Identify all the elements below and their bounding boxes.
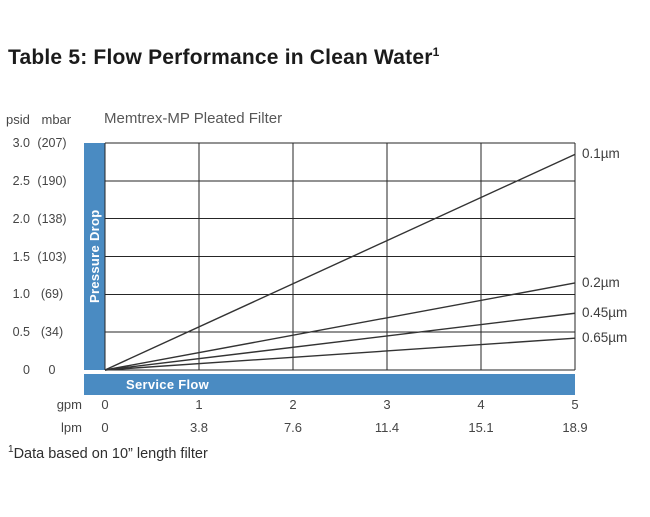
page-title-text: Table 5: Flow Performance in Clean Water <box>8 46 433 69</box>
service-flow-bar: Service Flow <box>84 374 575 395</box>
x-tick-gpm: 1 <box>195 397 203 412</box>
y-tick-mbar: (69) <box>40 287 64 302</box>
gpm-row-label: gpm <box>56 397 82 412</box>
y-tick-psid: 3.0 <box>12 136 30 150</box>
y-tick-mbar: (207) <box>37 136 67 150</box>
footnote: 1Data based on 10” length filter <box>8 444 208 462</box>
plot-area <box>104 142 576 371</box>
y-tick-psid: 0.5 <box>12 325 30 340</box>
y-tick-psid: 1.0 <box>12 287 30 302</box>
chart-title: Memtrex-MP Pleated Filter <box>104 110 283 127</box>
footnote-text: Data based on 10” length filter <box>13 445 208 462</box>
x-tick-lpm: 18.9 <box>562 420 588 435</box>
service-flow-label: Service Flow <box>126 377 210 392</box>
y-tick-mbar: 0 <box>48 363 56 377</box>
pressure-drop-bar: Pressure Drop <box>84 143 105 370</box>
title-superscript: 1 <box>432 45 440 59</box>
x-tick-gpm: 3 <box>383 397 391 412</box>
x-tick-lpm: 3.8 <box>189 420 209 435</box>
y-axis-units-header: psid mbar <box>6 112 71 127</box>
y-tick-psid: 0 <box>23 363 30 377</box>
x-tick-gpm: 5 <box>571 397 579 412</box>
x-tick-gpm: 2 <box>289 397 297 412</box>
y-tick-mbar: (138) <box>37 211 67 226</box>
series-line-0.2µm <box>104 282 576 371</box>
lpm-row-label: lpm <box>61 420 82 435</box>
series-label-0.45µm: 0.45µm <box>582 305 628 321</box>
x-tick-lpm: 11.4 <box>374 420 400 435</box>
page-title: Table 5: Flow Performance in Clean Water… <box>8 45 439 70</box>
x-tick-lpm: 7.6 <box>283 420 303 435</box>
y-tick-mbar: (103) <box>37 249 67 264</box>
y-tick-mbar: (34) <box>40 325 64 340</box>
pressure-drop-label: Pressure Drop <box>87 209 102 304</box>
y-tick-psid: 2.5 <box>12 173 30 188</box>
y-tick-psid: 2.0 <box>12 211 30 226</box>
y-tick-mbar: (190) <box>37 173 67 188</box>
series-label-0.1µm: 0.1µm <box>582 146 620 162</box>
series-label-0.65µm: 0.65µm <box>582 330 628 346</box>
mbar-unit-label: mbar <box>41 112 72 127</box>
x-tick-gpm: 0 <box>101 397 109 412</box>
x-tick-lpm: 15.1 <box>468 420 494 435</box>
x-tick-lpm: 0 <box>101 420 109 435</box>
series-line-0.45µm <box>104 312 576 371</box>
x-tick-gpm: 4 <box>477 397 485 412</box>
footnote-superscript: 1 <box>8 444 14 455</box>
psid-unit-label: psid <box>6 112 30 127</box>
y-tick-psid: 1.5 <box>12 249 30 264</box>
series-line-0.65µm <box>104 337 576 371</box>
series-label-0.2µm: 0.2µm <box>582 274 620 290</box>
series-line-0.1µm <box>104 153 576 371</box>
